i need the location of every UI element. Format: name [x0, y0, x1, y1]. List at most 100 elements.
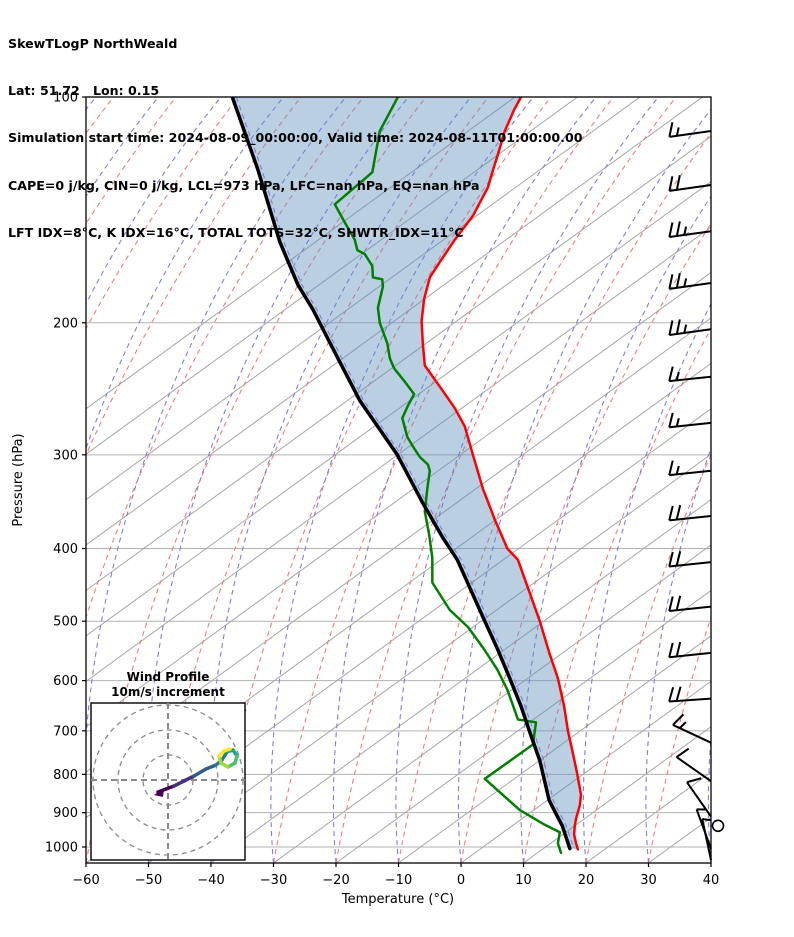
- isotherm-line: [460, 680, 711, 863]
- y-tick-label: 500: [53, 615, 78, 630]
- isotherm-line: [86, 226, 711, 682]
- curve-layer: [230, 97, 583, 855]
- moist-adiabat-line: [771, 97, 794, 863]
- dry-adiabat-line: [460, 222, 711, 863]
- wind-barb: [668, 686, 712, 703]
- wind-barb: [668, 412, 712, 429]
- time-line: Simulation start time: 2024-08-09_00:00:…: [8, 130, 583, 146]
- isotherm-line: [710, 862, 711, 863]
- wind-barb: [668, 460, 712, 477]
- dry-adiabat-line: [86, 97, 427, 863]
- wind-barb-staff: [669, 375, 712, 383]
- x-tick-label: −50: [135, 873, 162, 888]
- hodograph-trace-segment: [204, 763, 218, 771]
- wind-barb: [668, 221, 712, 239]
- dry-adiabat-line: [86, 97, 364, 620]
- isotherm-line: [86, 135, 711, 592]
- wind-barb-feather: [668, 686, 675, 702]
- dry-adiabat-line: [86, 97, 177, 225]
- wind-barb-feather: [686, 777, 702, 784]
- y-tick-label: 200: [53, 316, 78, 331]
- isotherm-line: [148, 453, 711, 863]
- hodograph-clip-group: [91, 703, 245, 860]
- x-tick-label: 20: [578, 873, 595, 888]
- wind-barb-feather: [676, 747, 690, 758]
- wind-barb-half-feather: [683, 226, 688, 236]
- wind-barb-half-feather: [679, 721, 687, 729]
- wind-barb: [676, 747, 712, 783]
- wind-barb-feather: [668, 122, 674, 138]
- wind-barb-feather: [668, 505, 674, 521]
- hodograph-trace-arrowhead: [154, 788, 164, 797]
- x-tick-label: 10: [515, 873, 532, 888]
- plot-title: SkewTLogP NorthWeald: [8, 35, 178, 51]
- y-tick-label: 300: [53, 448, 78, 463]
- wind-barb-staff: [686, 781, 712, 818]
- x-tick-label: −40: [197, 873, 224, 888]
- hodograph-trace-segment: [192, 767, 208, 778]
- isotherm-line: [86, 97, 578, 455]
- indices-line-2: LFT IDX=8°C, K IDX=16°C, TOTAL TOTS=32°C…: [8, 225, 464, 241]
- moist-adiabat-line: [645, 446, 711, 863]
- isotherm-line: [86, 97, 703, 546]
- isotherm-line: [648, 816, 711, 863]
- wind-barb: [668, 551, 712, 568]
- wind-barb-staff: [672, 724, 712, 744]
- wind-barb-feather: [675, 686, 682, 702]
- x-tick-label: 30: [640, 873, 657, 888]
- hodograph-inset: [90, 702, 246, 861]
- wind-barb-half-feather: [675, 417, 680, 427]
- calm-wind-icon: [711, 819, 725, 833]
- wind-barb-feather: [668, 412, 674, 428]
- wind-barb-staff: [669, 561, 712, 568]
- wind-barb-column: [668, 122, 725, 861]
- wind-barb-staff: [669, 605, 712, 612]
- wind-barb-staff: [669, 184, 712, 192]
- y-tick-label: 600: [53, 674, 78, 689]
- wind-barb-staff: [669, 697, 712, 703]
- isotherm-line: [210, 499, 711, 863]
- y-tick-label: 100: [53, 91, 78, 106]
- moist-adiabat-line: [707, 730, 711, 863]
- wind-barb: [668, 273, 712, 290]
- isotherm-line: [398, 635, 711, 863]
- wind-barb-feather: [668, 274, 674, 290]
- wind-barb-half-feather: [675, 371, 680, 381]
- wind-barb-staff: [669, 130, 712, 138]
- wind-barb-feather: [668, 222, 674, 238]
- dry-adiabat-line: [710, 860, 711, 863]
- cape-shading: [232, 97, 582, 850]
- wind-barb-feather: [668, 366, 674, 382]
- wind-barb: [668, 175, 712, 192]
- isotherm-line: [273, 544, 711, 863]
- wind-barb-half-feather: [683, 324, 688, 334]
- dewpoint-curve: [333, 97, 563, 855]
- hodograph-title: Wind Profile: [127, 670, 210, 684]
- isotherm-line: [86, 408, 711, 863]
- y-tick-label: 800: [53, 768, 78, 783]
- wind-barb-feather: [675, 273, 681, 289]
- wind-barb-feather: [668, 551, 674, 567]
- wind-barb-feather: [675, 595, 682, 611]
- wind-barb: [668, 641, 712, 659]
- hodograph-trace-segment: [172, 779, 186, 788]
- dry-adiabat-line: [86, 97, 239, 330]
- wind-barb-feather: [668, 642, 674, 658]
- dry-adiabat-line: [86, 97, 302, 457]
- wind-barb-feather: [675, 504, 682, 520]
- dry-adiabat-line: [335, 97, 677, 863]
- wind-barb-feather: [668, 320, 674, 336]
- parcel-curve: [230, 97, 572, 851]
- x-tick-label: −60: [72, 873, 99, 888]
- x-tick-label: 40: [703, 873, 720, 888]
- isotherm-line: [86, 181, 711, 637]
- wind-barb-staff: [669, 515, 712, 522]
- moist-adiabat-line: [582, 302, 711, 863]
- y-tick-label: 700: [53, 724, 78, 739]
- wind-barb-feather: [675, 175, 681, 191]
- temperature-curve: [420, 97, 583, 851]
- isotherm-line: [86, 97, 641, 501]
